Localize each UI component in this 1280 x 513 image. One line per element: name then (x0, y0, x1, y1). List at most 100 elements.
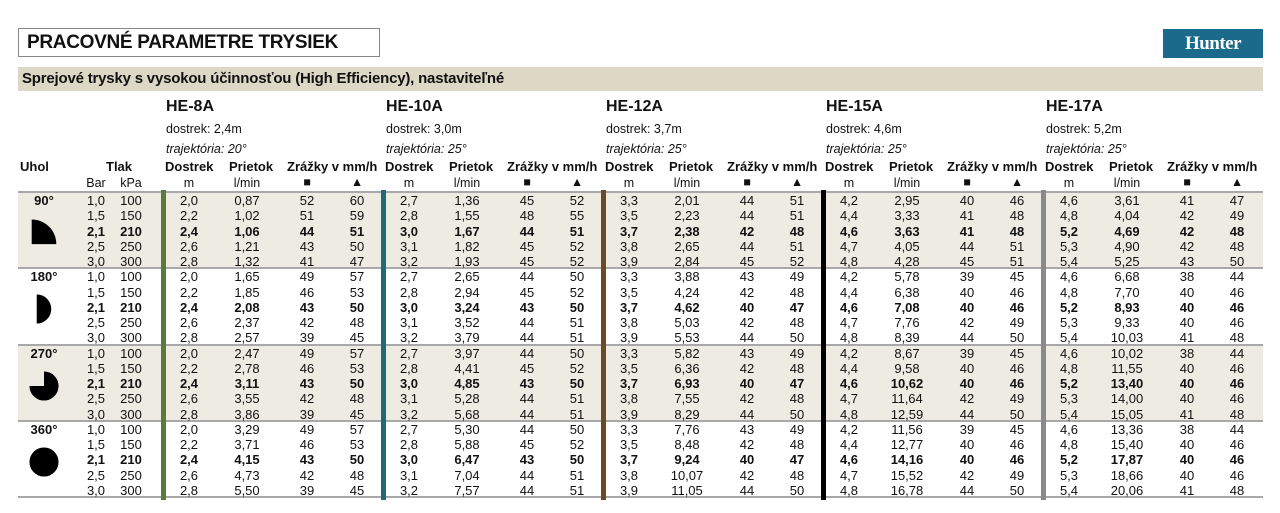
cell-zrazky-triangle: 46 (1009, 284, 1025, 300)
cell-zrazky-square: 44 (959, 406, 975, 422)
cell-zrazky-square: 45 (519, 437, 535, 452)
cell-prietok: 9,24 (674, 452, 700, 468)
cell-dostrek: 4,7 (839, 315, 859, 330)
cell-zrazky-triangle: 48 (1229, 223, 1245, 239)
cell-zrazky-triangle: 51 (569, 315, 585, 330)
cell-zrazky-triangle: 46 (1229, 360, 1245, 376)
cell-zrazky-square: 51 (299, 208, 315, 224)
cell-dostrek: 4,6 (839, 299, 859, 315)
cell-zrazky-square: 40 (959, 452, 975, 468)
prietok-header: Prietok (229, 159, 274, 174)
dostrek-header: Dostrek (1045, 159, 1094, 174)
cell-zrazky-triangle: 46 (1009, 360, 1025, 376)
cell-zrazky-triangle: 51 (789, 193, 805, 208)
cell-zrazky-square: 45 (519, 254, 535, 269)
group-divider (18, 419, 1263, 422)
pressure-bar: 1,5 (86, 437, 106, 452)
cell-zrazky-square: 44 (739, 330, 755, 346)
pressure-kpa: 150 (120, 437, 142, 452)
cell-zrazky-triangle: 49 (1009, 391, 1025, 407)
square-spacing-icon: ■ (523, 175, 531, 189)
cell-zrazky-square: 42 (739, 315, 755, 330)
cell-zrazky-square: 41 (1179, 406, 1195, 422)
cell-zrazky-triangle: 44 (1229, 345, 1245, 361)
cell-prietok: 3,88 (674, 269, 700, 285)
cell-dostrek: 5,3 (1059, 238, 1079, 254)
cell-zrazky-square: 41 (299, 254, 315, 269)
cell-prietok: 3,24 (454, 299, 480, 315)
cell-zrazky-square: 46 (299, 437, 315, 452)
cell-prietok: 8,48 (674, 437, 700, 452)
pressure-bar: 3,0 (86, 406, 106, 422)
cell-dostrek: 3,5 (619, 208, 639, 224)
group-shading (18, 192, 1263, 269)
pressure-bar: 2,5 (86, 238, 106, 254)
cell-prietok: 5,68 (454, 406, 480, 422)
cell-prietok: 4,69 (1114, 223, 1140, 239)
triangle-spacing-icon: ▲ (570, 175, 584, 189)
cell-prietok: 4,24 (674, 284, 700, 300)
model-trajectory: trajektória: 25° (826, 142, 907, 156)
cell-zrazky-triangle: 49 (1229, 208, 1245, 224)
zrazky-header: Zrážky v mm/h (947, 159, 1038, 174)
cell-zrazky-triangle: 48 (789, 360, 805, 376)
prietok-header: Prietok (669, 159, 714, 174)
pressure-kpa: 250 (120, 238, 142, 254)
cell-prietok: 13,36 (1110, 421, 1144, 437)
cell-zrazky-triangle: 50 (569, 376, 585, 391)
pressure-kpa: 100 (120, 345, 142, 361)
cell-zrazky-triangle: 48 (1009, 223, 1025, 239)
cell-zrazky-square: 39 (959, 421, 975, 437)
cell-zrazky-square: 41 (1179, 330, 1195, 346)
cell-dostrek: 2,2 (179, 437, 199, 452)
cell-dostrek: 2,0 (179, 269, 199, 285)
cell-prietok: 2,38 (674, 223, 700, 239)
cell-zrazky-square: 46 (299, 284, 315, 300)
cell-zrazky-triangle: 46 (1229, 452, 1245, 468)
cell-dostrek: 2,4 (179, 452, 199, 468)
model-divider-bar (601, 190, 606, 500)
cell-dostrek: 2,7 (399, 345, 419, 361)
kpa-unit: kPa (120, 176, 142, 190)
cell-dostrek: 3,1 (399, 391, 419, 407)
quarter-circle-icon (28, 217, 60, 249)
dostrek-header: Dostrek (385, 159, 434, 174)
cell-zrazky-triangle: 50 (1009, 482, 1025, 498)
angle-label: 270° (30, 345, 58, 361)
model-trajectory: trajektória: 25° (1046, 142, 1127, 156)
model-trajectory: trajektória: 20° (166, 142, 247, 156)
cell-dostrek: 4,8 (839, 330, 859, 346)
cell-zrazky-triangle: 48 (1009, 208, 1025, 224)
cell-dostrek: 2,8 (399, 284, 419, 300)
cell-zrazky-triangle: 50 (349, 238, 365, 254)
square-spacing-icon: ■ (963, 175, 971, 189)
cell-prietok: 1,02 (234, 208, 260, 224)
cell-dostrek: 3,7 (619, 452, 639, 468)
cell-zrazky-triangle: 45 (1009, 269, 1025, 285)
pressure-kpa: 300 (120, 482, 142, 498)
cell-prietok: 7,76 (674, 421, 700, 437)
cell-dostrek: 3,8 (619, 391, 639, 407)
pressure-kpa: 250 (120, 391, 142, 407)
cell-zrazky-square: 41 (959, 208, 975, 224)
cell-dostrek: 2,0 (179, 421, 199, 437)
cell-zrazky-square: 44 (519, 482, 535, 498)
cell-zrazky-triangle: 45 (1009, 345, 1025, 361)
cell-zrazky-triangle: 57 (349, 269, 365, 285)
cell-zrazky-triangle: 46 (1229, 315, 1245, 330)
cell-zrazky-triangle: 46 (1229, 376, 1245, 391)
cell-zrazky-triangle: 50 (569, 299, 585, 315)
pressure-bar: 3,0 (86, 330, 106, 346)
model-name: HE-12A (606, 98, 663, 115)
cell-zrazky-triangle: 55 (569, 208, 585, 224)
cell-dostrek: 2,7 (399, 269, 419, 285)
cell-zrazky-square: 44 (519, 330, 535, 346)
cell-prietok: 14,16 (890, 452, 924, 468)
cell-prietok: 1,36 (454, 193, 480, 208)
cell-dostrek: 4,7 (839, 391, 859, 407)
cell-zrazky-square: 40 (959, 299, 975, 315)
cell-dostrek: 3,0 (399, 376, 419, 391)
page-title: PRACOVNÉ PARAMETRE TRYSIEK (18, 28, 380, 57)
cell-dostrek: 2,8 (399, 437, 419, 452)
cell-zrazky-square: 40 (1179, 452, 1195, 468)
